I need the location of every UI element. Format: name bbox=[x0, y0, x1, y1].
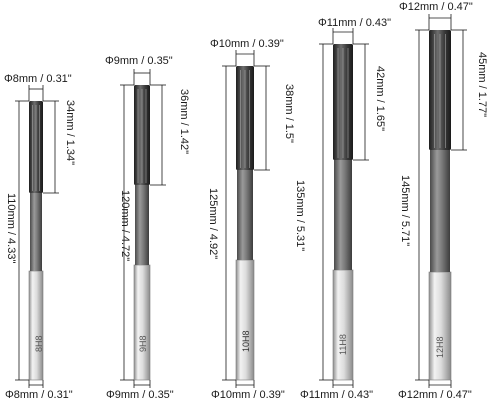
reamer-1-top-diameter: Φ8mm / 0.31" bbox=[4, 73, 72, 85]
reamer-3-top-diameter: Φ10mm / 0.39" bbox=[210, 38, 284, 50]
reamer-4-flute-length: 42mm / 1.65" bbox=[374, 66, 386, 132]
reamer-1-bottom-diameter: Φ8mm / 0.31" bbox=[5, 389, 73, 401]
reamer-4-shank-marking: 11H8 bbox=[338, 334, 348, 355]
reamer-1-neck bbox=[30, 193, 42, 271]
reamer-1-flute-length: 34mm / 1.34" bbox=[64, 100, 76, 166]
reamer-5-shank-marking: 12H8 bbox=[435, 336, 445, 358]
reamer-5-neck bbox=[430, 150, 450, 272]
reamer-2-flute-length: 36mm / 1.42" bbox=[178, 89, 190, 155]
reamer-3-shank bbox=[235, 259, 255, 381]
reamer-5-top-diameter: Φ12mm / 0.47" bbox=[399, 1, 473, 13]
reamer-2-shank bbox=[133, 264, 151, 381]
reamer-4-shank bbox=[332, 269, 354, 381]
reamer-2-total-length: 120mm / 4.72" bbox=[119, 190, 131, 262]
reamer-3-neck bbox=[237, 170, 253, 260]
reamer-1-shank-marking: 8H8 bbox=[34, 335, 44, 352]
reamer-2-bottom-diameter: Φ9mm / 0.35" bbox=[106, 389, 174, 401]
reamer-3-shank-marking: 10H8 bbox=[241, 330, 251, 352]
reamer-5-shank bbox=[428, 271, 452, 381]
reamer-5-bottom-diameter: Φ12mm / 0.47" bbox=[398, 389, 472, 401]
reamer-3-flute-length: 38mm / 1.5" bbox=[283, 84, 295, 143]
reamer-1-total-length: 110mm / 4.33" bbox=[5, 193, 17, 264]
reamer-4-total-length: 135mm / 5.31" bbox=[294, 180, 306, 252]
reamer-5-flute-length: 45mm / 1.77" bbox=[476, 52, 488, 118]
reamer-3-bottom-diameter: Φ10mm / 0.39" bbox=[211, 389, 285, 401]
reamer-3-total-length: 125mm / 4.92" bbox=[207, 188, 219, 260]
reamer-2-top-diameter: Φ9mm / 0.35" bbox=[105, 55, 173, 67]
reamer-5-total-length: 145mm / 5.71" bbox=[399, 175, 411, 247]
reamer-4-bottom-diameter: Φ11mm / 0.43" bbox=[300, 389, 374, 401]
reamer-2-neck bbox=[135, 185, 149, 265]
reamer-4-neck bbox=[334, 160, 352, 270]
reamer-4-top-diameter: Φ11mm / 0.43" bbox=[318, 17, 392, 29]
reamer-1-shank bbox=[28, 270, 44, 381]
reamer-2-shank-marking: 9H8 bbox=[138, 335, 148, 352]
